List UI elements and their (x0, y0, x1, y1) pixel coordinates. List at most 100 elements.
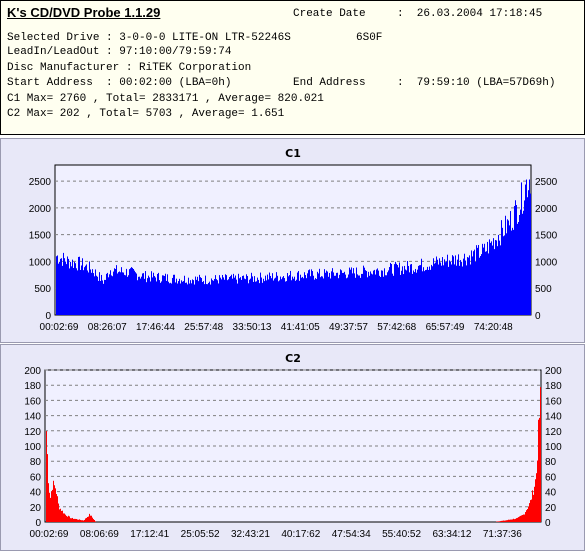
c1-bar (392, 273, 393, 315)
c1-bar (159, 280, 160, 315)
c1-bar (452, 255, 453, 315)
c1-y-tick-right-0: 0 (535, 311, 541, 322)
c1-bar (134, 270, 135, 315)
c2-y-tick-right-2: 40 (545, 488, 557, 499)
c1-bar (170, 282, 171, 315)
c1-bar (210, 284, 211, 315)
c2-bar (81, 520, 82, 522)
create-date-label: Create Date (293, 8, 366, 20)
c1-bar (179, 278, 180, 315)
c2-bar (522, 514, 523, 522)
c1-bar (78, 256, 79, 315)
c1-bar (65, 261, 66, 315)
c1-bar (205, 275, 206, 315)
c1-bar (304, 272, 305, 315)
c2-bar (56, 494, 57, 522)
c1-bar (117, 273, 118, 315)
c1-bar (291, 280, 292, 315)
c1-bar (333, 272, 334, 315)
c1-bar (81, 265, 82, 315)
c1-bar (256, 281, 257, 315)
c1-bar (400, 274, 401, 315)
c1-bar (110, 270, 111, 315)
c1-bar (193, 280, 194, 315)
c1-bar (417, 269, 418, 315)
c1-bar (89, 261, 90, 315)
c1-bar (288, 276, 289, 315)
c2-x-tick-9: 71:37:36 (483, 529, 522, 540)
c1-bar (105, 279, 106, 315)
c1-bar (275, 277, 276, 315)
c1-bar (483, 247, 484, 315)
c1-bar (118, 272, 119, 315)
c1-bar (266, 280, 267, 315)
c1-bar (225, 274, 226, 315)
c1-bar (186, 282, 187, 315)
c1-bar (189, 283, 190, 315)
c2-bar (82, 520, 83, 522)
c1-bar (201, 278, 202, 315)
c1-bar (75, 263, 76, 315)
c1-bar (449, 260, 450, 315)
c1-bar (265, 275, 266, 315)
c1-bar (335, 275, 336, 315)
c1-bar (423, 267, 424, 315)
c1-bar (77, 270, 78, 315)
c1-bar (60, 258, 61, 315)
c1-bar (254, 276, 255, 315)
c1-bar (446, 261, 447, 315)
c1-bar (522, 213, 523, 315)
c1-bar (512, 227, 513, 315)
c1-bar (283, 276, 284, 315)
c1-bar (190, 280, 191, 315)
c1-bar (69, 268, 70, 315)
c1-bar (185, 282, 186, 315)
c1-bar (338, 278, 339, 315)
c2-bar (532, 490, 533, 522)
c2-bar (499, 521, 500, 522)
c1-bar (349, 267, 350, 315)
c1-bar (325, 272, 326, 315)
c2-bar (59, 509, 60, 522)
c1-bar (123, 272, 124, 315)
c1-bar (308, 270, 309, 315)
c1-bar (501, 220, 502, 315)
c1-chart: C1 0 0 500 500 1000 1000 1500 1500 2000 2000 2500 25… (29, 147, 558, 333)
c2-bar (503, 520, 504, 522)
c1-bar (360, 277, 361, 315)
c1-bar (187, 284, 188, 315)
c1-bar (63, 252, 64, 315)
c1-bar (180, 283, 181, 315)
c1-bar (467, 257, 468, 315)
c1-bar (231, 274, 232, 315)
c1-bar (509, 225, 510, 315)
c1-y-tick-left-2: 1000 (29, 257, 52, 268)
create-date-value: : 26.03.2004 17:18:45 (397, 8, 543, 20)
c1-bar (141, 276, 142, 315)
c1-bar (389, 267, 390, 315)
c1-bar (72, 259, 73, 315)
c1-bar (160, 282, 161, 315)
c1-bar (485, 251, 486, 315)
c1-bar (68, 258, 69, 315)
c2-bar (52, 489, 53, 522)
c1-bar (457, 259, 458, 315)
c2-bar (501, 520, 502, 522)
c1-bar (405, 269, 406, 315)
c1-bar (102, 280, 103, 315)
c1-bar (394, 264, 395, 315)
c1-bar (270, 275, 271, 315)
c1-bar (207, 284, 208, 315)
c1-bar (500, 245, 501, 315)
c1-bar (237, 283, 238, 315)
c1-bar (303, 278, 304, 315)
c1-bar (255, 281, 256, 315)
c1-bar (121, 267, 122, 315)
c1-bar (285, 281, 286, 315)
c2-bar (74, 518, 75, 522)
c1-series (56, 179, 531, 315)
c1-bar (241, 279, 242, 315)
c1-bar (157, 273, 158, 315)
c1-bar (464, 253, 465, 315)
c1-bar (95, 269, 96, 315)
